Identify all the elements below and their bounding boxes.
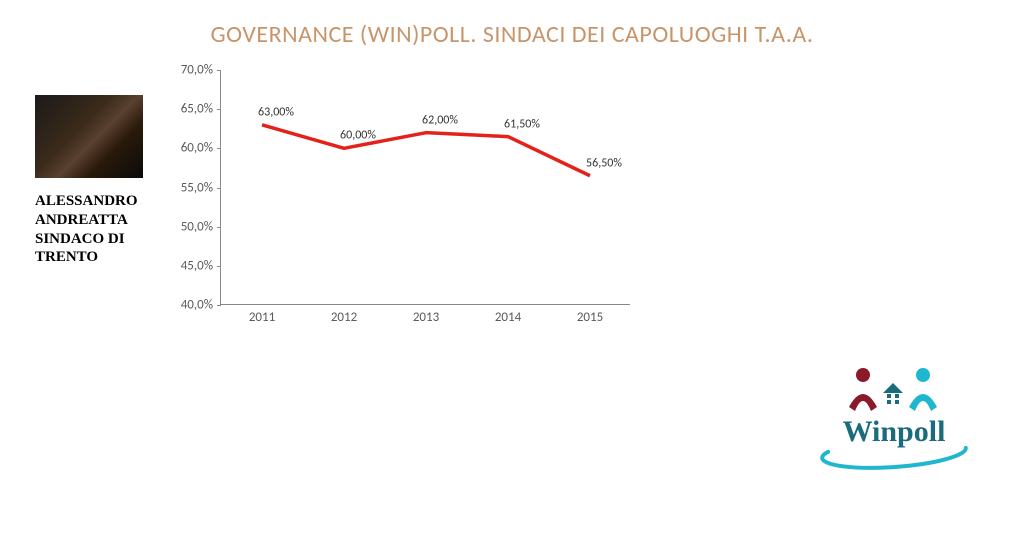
ytick-label: 45,0%: [181, 258, 213, 273]
caption-l2: ANDREATTA: [35, 212, 128, 228]
data-label: 61,50%: [504, 117, 540, 131]
data-label: 56,50%: [586, 156, 622, 170]
ytick-label: 65,0%: [181, 102, 213, 117]
mayor-photo: [35, 95, 143, 178]
xtick-label: 2015: [577, 310, 603, 325]
ytick-label: 40,0%: [181, 298, 213, 313]
caption-l4: TRENTO: [35, 249, 98, 265]
xtick-label: 2014: [495, 310, 521, 325]
ytick-label: 70,0%: [181, 63, 213, 78]
xtick-label: 2011: [249, 310, 275, 325]
ytick-label: 60,0%: [181, 141, 213, 156]
data-label: 62,00%: [422, 113, 458, 127]
plot-area: 40,0%45,0%50,0%55,0%60,0%65,0%70,0%20112…: [220, 70, 630, 305]
xtick-label: 2013: [413, 310, 439, 325]
ytick-label: 55,0%: [181, 180, 213, 195]
winpoll-logo: Winpoll: [809, 361, 979, 471]
mayor-caption: ALESSANDRO ANDREATTA SINDACO DI TRENTO: [35, 192, 138, 267]
page-title: GOVERNANCE (WIN)POLL. SINDACI DEI CAPOLU…: [0, 20, 1024, 49]
ytick-label: 50,0%: [181, 219, 213, 234]
caption-l3: SINDACO DI: [35, 231, 125, 247]
data-label: 63,00%: [258, 105, 294, 119]
data-label: 60,00%: [340, 129, 376, 143]
caption-l1: ALESSANDRO: [35, 193, 138, 209]
logo-text: Winpoll: [843, 415, 946, 448]
xtick-label: 2012: [331, 310, 357, 325]
